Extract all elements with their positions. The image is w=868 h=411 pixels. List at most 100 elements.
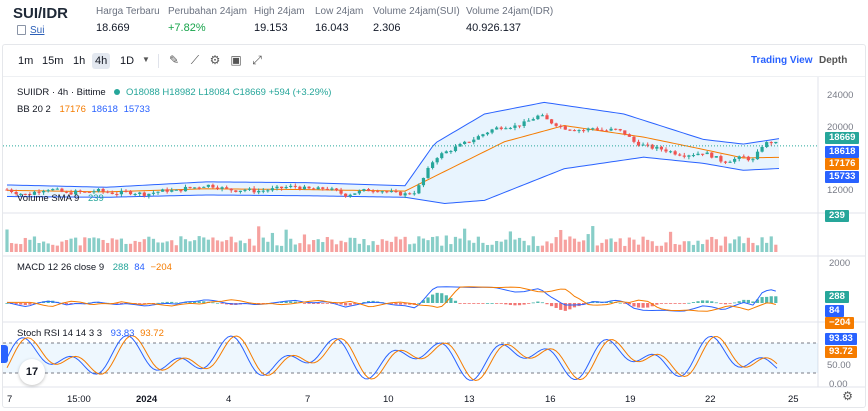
timeframe-4h[interactable]: 4h xyxy=(92,53,111,69)
timeframe-1h[interactable]: 1h xyxy=(73,55,86,67)
candle-body xyxy=(408,193,412,195)
timeframe-1d[interactable]: 1D xyxy=(120,55,135,67)
timeframe-1m[interactable]: 1m xyxy=(18,55,34,67)
volume-bar xyxy=(723,236,728,252)
volume-bar xyxy=(211,237,215,252)
candle-body xyxy=(769,142,773,144)
macd-hist-bar xyxy=(549,303,554,307)
volume-bar xyxy=(202,237,206,252)
volume-bar xyxy=(568,236,572,252)
tradingview-logo-icon[interactable]: 17 xyxy=(19,359,45,385)
timeframe-dropdown-icon[interactable]: ▼ xyxy=(142,55,150,64)
candle-body xyxy=(138,192,142,195)
macd-line-tag: 84 xyxy=(825,305,844,317)
candle-body xyxy=(69,192,73,195)
stat-volume-sui: Volume 24jam(SUI) 2.306 xyxy=(373,6,460,34)
candle-body xyxy=(55,188,59,190)
candle-body xyxy=(728,161,732,163)
candle-body xyxy=(421,177,426,186)
volume-bar xyxy=(591,226,595,252)
macd-hist-bar xyxy=(563,303,567,311)
macd-hist-bar xyxy=(531,302,535,304)
candle-body xyxy=(87,191,91,193)
candle-body xyxy=(678,154,682,156)
volume-bar xyxy=(339,240,343,252)
indicator-chart-icon[interactable]: ⟋ xyxy=(190,53,200,67)
stat-last-price: Harga Terbaru 18.669 xyxy=(96,6,160,34)
candle-body xyxy=(774,141,778,144)
candle-body xyxy=(147,193,151,196)
volume-bar xyxy=(101,239,105,252)
side-collapse-handle[interactable] xyxy=(1,345,8,363)
candle-body xyxy=(366,189,371,192)
candle-body xyxy=(586,128,590,131)
candle-body xyxy=(385,191,389,193)
volume-bar xyxy=(156,242,160,252)
volume-bar xyxy=(188,241,192,252)
volume-bar xyxy=(490,244,494,252)
macd-hist-bar xyxy=(751,301,755,303)
macd-hist-bar xyxy=(435,292,439,303)
stat-label: Volume 24jam(IDR) xyxy=(466,6,554,17)
macd-hist-bar xyxy=(659,303,664,304)
candle-body xyxy=(78,190,82,192)
bb-legend: BB 20 2 17176 18618 15733 xyxy=(17,104,150,115)
timeframe-15m[interactable]: 15m xyxy=(42,55,64,67)
tab-trading-view[interactable]: Trading View xyxy=(751,55,813,66)
macd-hist-bar xyxy=(723,303,728,305)
volume-bar xyxy=(417,236,421,252)
macd-hist-bar xyxy=(485,303,490,304)
volume-bar xyxy=(55,245,59,252)
macd-hist-bar xyxy=(408,303,412,305)
macd-hist-bar xyxy=(142,303,146,304)
candle-body xyxy=(389,191,394,193)
stat-label: High 24jam xyxy=(254,6,305,17)
macd-hist-bar xyxy=(609,301,613,303)
volume-tag: 239 xyxy=(825,210,849,222)
candle-body xyxy=(193,187,197,189)
volume-sma-value: 239 xyxy=(87,193,104,204)
candle-body xyxy=(467,141,471,143)
candle-body xyxy=(106,191,110,193)
volume-bar xyxy=(646,239,650,252)
volume-bar xyxy=(467,240,471,252)
candle-body xyxy=(554,123,558,126)
macd-hist-value: 288 xyxy=(112,262,129,273)
volume-bar xyxy=(243,243,247,252)
price-chart-canvas[interactable] xyxy=(3,77,865,409)
candle-body xyxy=(641,144,645,146)
save-layout-icon[interactable]: ▣ xyxy=(230,53,242,67)
volume-bar xyxy=(330,239,334,252)
coin-name-link[interactable]: Sui xyxy=(30,25,45,36)
candle-body xyxy=(444,151,448,154)
candle-body xyxy=(463,141,467,145)
axis-settings-icon[interactable]: ⚙ xyxy=(842,389,853,403)
candle-body xyxy=(284,186,288,189)
change-value: +594 (+3.29%) xyxy=(268,87,332,98)
candle-body xyxy=(307,186,311,189)
macd-hist-bar xyxy=(540,302,545,304)
macd-hist-bar xyxy=(710,301,714,303)
volume-bar xyxy=(426,240,430,252)
macd-hist-bar xyxy=(202,301,206,303)
fullscreen-icon[interactable]: ⤢ xyxy=(252,53,262,67)
settings-gear-icon[interactable]: ⚙ xyxy=(209,53,221,67)
macd-hist-bar xyxy=(293,301,297,303)
volume-bar xyxy=(316,239,320,252)
candle-body xyxy=(174,189,178,191)
macd-hist-bar xyxy=(568,303,572,310)
macd-hist-bar xyxy=(302,303,307,304)
macd-indicator xyxy=(5,286,778,312)
macd-hist-bar xyxy=(623,303,627,304)
macd-hist-bar xyxy=(165,301,169,303)
tab-depth[interactable]: Depth xyxy=(819,55,848,66)
candle-body xyxy=(426,167,430,178)
macd-hist-bar xyxy=(641,303,645,308)
candle-body xyxy=(582,130,586,132)
drawing-tool-icon[interactable]: ✎ xyxy=(168,53,180,67)
candle-body xyxy=(417,185,421,194)
macd-hist-bar xyxy=(211,302,215,304)
volume-bar xyxy=(444,235,448,252)
volume-bar xyxy=(517,237,522,252)
candle-body xyxy=(687,155,691,157)
